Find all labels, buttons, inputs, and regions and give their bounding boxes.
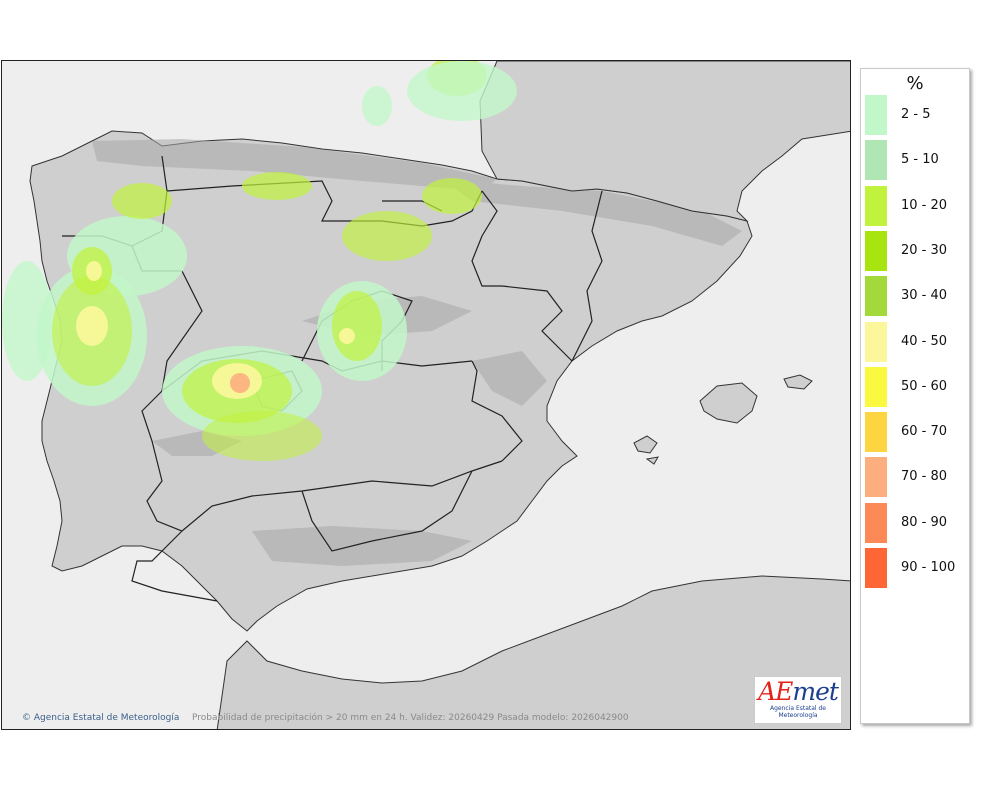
legend-item: 80 - 90	[865, 502, 965, 543]
legend-swatch	[865, 502, 887, 543]
legend-item: 70 - 80	[865, 457, 965, 498]
legend-swatch	[865, 548, 887, 588]
map-caption: Probabilidad de precipitación > 20 mm en…	[192, 713, 629, 723]
legend-swatch	[865, 185, 887, 226]
legend-label: 2 - 5	[901, 107, 931, 122]
aemet-logo: AEmet Agencia Estatal de Meteorología	[754, 676, 842, 724]
logo-word-a: AE	[758, 677, 793, 706]
legend-swatch	[865, 230, 887, 271]
probability-overlay	[2, 61, 517, 461]
north-africa-land	[216, 575, 850, 729]
legend-item: 90 - 100	[865, 548, 965, 588]
iberian-peninsula-land	[29, 130, 753, 632]
legend-label: 10 - 20	[901, 197, 948, 213]
legend-label: 60 - 70	[901, 424, 948, 440]
france-land	[479, 61, 850, 222]
credit-label: Agencia Estatal de Meteorología	[33, 713, 180, 723]
legend-item: 10 - 20	[865, 185, 965, 226]
legend-label: 40 - 50	[901, 333, 948, 349]
mallorca-land	[699, 382, 758, 424]
legend-item: 2 - 5	[865, 95, 965, 135]
legend-swatch	[865, 276, 887, 317]
legend-unit: %	[906, 73, 924, 94]
ibiza-land	[633, 435, 658, 454]
legend-swatch	[865, 95, 887, 135]
map-panel: © Agencia Estatal de Meteorología Probab…	[1, 60, 851, 730]
legend-label: 90 - 100	[901, 560, 956, 575]
legend-label: 70 - 80	[901, 469, 948, 485]
legend-swatch	[865, 457, 887, 498]
legend-label: 80 - 90	[901, 514, 948, 530]
legend-item: 50 - 60	[865, 366, 965, 407]
legend-item: 20 - 30	[865, 230, 965, 271]
legend-label: 30 - 40	[901, 288, 948, 304]
legend-item: 40 - 50	[865, 321, 965, 362]
credit-text: © Agencia Estatal de Meteorología	[22, 713, 179, 723]
legend-swatch	[865, 412, 887, 453]
logo-subtitle: Agencia Estatal de Meteorología	[769, 705, 826, 719]
formentera-land	[645, 456, 659, 465]
legend-swatch	[865, 140, 887, 181]
legend-item: 5 - 10	[865, 140, 965, 181]
menorca-land	[783, 374, 813, 390]
iberia-map	[2, 61, 850, 729]
legend-label: 20 - 30	[901, 242, 948, 258]
legend-label: 50 - 60	[901, 378, 948, 394]
legend-panel: % 2 - 5 5 - 10 10 - 20 20 - 30 30 - 40 40 - 5…	[860, 68, 970, 724]
copyright-icon: ©	[22, 713, 31, 723]
logo-word-b: met	[792, 677, 839, 706]
legend-label: 5 - 10	[901, 152, 939, 168]
legend-swatch	[865, 366, 887, 407]
legend-item: 60 - 70	[865, 412, 965, 453]
legend-swatch	[865, 321, 887, 362]
legend-item: 30 - 40	[865, 276, 965, 317]
